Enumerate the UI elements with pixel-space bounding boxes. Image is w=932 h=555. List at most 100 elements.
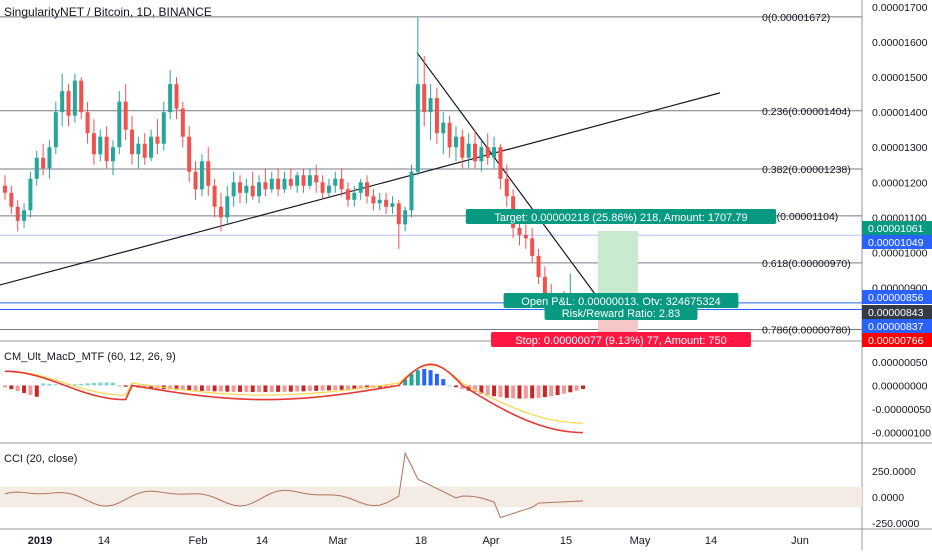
macd-histogram-bar xyxy=(428,370,433,386)
fibonacci-level-label: 0.786(0.00000780) xyxy=(762,324,851,336)
candle-body xyxy=(384,199,389,207)
candle-body xyxy=(187,136,192,172)
price-axes: 2019 14 Feb 14 Mar 18 Apr 15 May 14 Jun 0.00001700 0… xyxy=(28,2,932,547)
macd-histogram-bar xyxy=(250,385,255,393)
x-tick-label: Apr xyxy=(482,535,499,547)
candle-body xyxy=(199,161,204,190)
macd-histogram-bar xyxy=(142,385,147,388)
candle-body xyxy=(206,161,211,186)
candle-body xyxy=(104,136,109,162)
stop-label: Stop: 0.00000077 (9.13%) 77, Amount: 750 xyxy=(515,335,727,347)
macd-y-tick-label: 0.00000000 xyxy=(872,380,928,392)
macd-histogram-bar xyxy=(257,385,262,393)
macd-histogram-bar xyxy=(110,382,115,386)
fibonacci-level-label: 0.618(0.00000970) xyxy=(762,258,851,270)
candle-body xyxy=(288,178,293,186)
candle-body xyxy=(263,182,268,190)
chart-title: SingularityNET / Bitcoin, 1D, BINANCE xyxy=(4,5,212,19)
fibonacci-level-label: 0.382(0.00001238) xyxy=(762,164,851,176)
candle-body xyxy=(345,189,350,200)
macd-histogram-bar xyxy=(269,385,274,392)
macd-histogram-bar xyxy=(72,384,77,386)
macd-histogram-bar xyxy=(28,385,33,395)
x-tick-label: May xyxy=(630,535,651,547)
x-tick-label: 15 xyxy=(560,535,572,547)
macd-histogram-bar xyxy=(180,385,185,391)
macd-histogram-bar xyxy=(345,385,350,390)
candle-body xyxy=(434,98,439,134)
candle-body xyxy=(479,147,484,162)
macd-histogram-bar xyxy=(301,385,306,392)
macd-histogram-bar xyxy=(530,385,535,399)
macd-histogram-bar xyxy=(460,385,465,389)
macd-histogram-bar xyxy=(358,385,363,389)
y-tick-label: 0.00001500 xyxy=(872,72,928,84)
macd-histogram-bar xyxy=(473,385,478,393)
fibonacci-retracement[interactable]: 0(0.00001672) 0.236(0.00001404) 0.382(0.00… xyxy=(0,12,862,337)
candle-body xyxy=(142,143,147,158)
price-axis-tag: 0.00001049 xyxy=(868,237,924,249)
candle-body xyxy=(441,122,446,134)
candle-body xyxy=(180,108,185,137)
candle-body xyxy=(15,206,20,221)
target-label: Target: 0.00000218 (25.86%) 218, Amount:… xyxy=(494,212,747,224)
candle-body xyxy=(390,203,395,207)
macd-histogram-bar xyxy=(479,385,484,394)
macd-histogram-bar xyxy=(218,385,223,392)
macd-histogram-bar xyxy=(403,379,408,386)
candle-body xyxy=(276,178,281,190)
candle-body xyxy=(250,185,255,197)
long-position-tool[interactable]: Target: 0.00000218 (25.86%) 218, Amount:… xyxy=(465,209,777,347)
macd-histogram-bar xyxy=(123,385,128,387)
macd-histogram-bar xyxy=(504,385,509,398)
candle-body xyxy=(365,182,370,197)
macd-histogram-bar xyxy=(199,385,204,391)
candle-body xyxy=(117,101,122,148)
macd-histogram-bar xyxy=(187,385,192,391)
candle-body xyxy=(447,122,452,148)
macd-y-tick-label: -0.00000100 xyxy=(872,428,931,440)
macd-histogram-bar xyxy=(9,385,14,390)
macd-histogram-bar xyxy=(288,385,293,392)
candle-body xyxy=(339,178,344,190)
macd-histogram-bar xyxy=(511,385,516,399)
candle-body xyxy=(371,196,376,204)
macd-histogram-bar xyxy=(466,385,471,391)
candle-body xyxy=(517,227,522,235)
candle-body xyxy=(212,185,217,207)
risk-reward-label: Risk/Reward Ratio: 2.83 xyxy=(562,308,681,320)
open-pl-label-bg xyxy=(503,293,739,308)
macd-histogram-bar xyxy=(22,385,27,393)
macd-histogram-bar xyxy=(377,385,382,388)
cci-band xyxy=(0,486,862,508)
candle-body xyxy=(34,157,39,179)
cci-y-tick-label: 0.0000 xyxy=(872,492,904,504)
risk-reward-label-bg xyxy=(544,305,698,320)
price-axis-tag: 0.00001061 xyxy=(868,223,924,235)
macd-histogram-bar xyxy=(238,385,243,392)
macd-histogram-bar xyxy=(79,383,84,386)
candle-body xyxy=(498,147,503,179)
macd-histogram-bar xyxy=(212,385,217,392)
macd-histogram-bar xyxy=(384,385,389,388)
price-axis-tag: 0.00000766 xyxy=(868,335,924,347)
cci-y-tick-label: -250.0000 xyxy=(872,518,919,530)
macd-histogram-bar xyxy=(91,382,96,386)
candlestick-series xyxy=(3,17,585,316)
candle-body xyxy=(485,147,490,158)
macd-histogram-bar xyxy=(307,385,312,392)
fibonacci-level-label: 0.5(0.00001104) xyxy=(762,211,838,223)
y-tick-label: 0.00001700 xyxy=(872,2,928,14)
candle-body xyxy=(231,182,236,197)
candle-body xyxy=(193,171,198,190)
cci-line xyxy=(4,451,584,519)
candle-body xyxy=(79,80,84,113)
x-tick-label: Mar xyxy=(329,535,348,547)
x-tick-label: 2019 xyxy=(28,535,52,547)
macd-histogram-bar xyxy=(568,385,573,393)
x-tick-label: 14 xyxy=(705,535,717,547)
candle-body xyxy=(326,185,331,193)
